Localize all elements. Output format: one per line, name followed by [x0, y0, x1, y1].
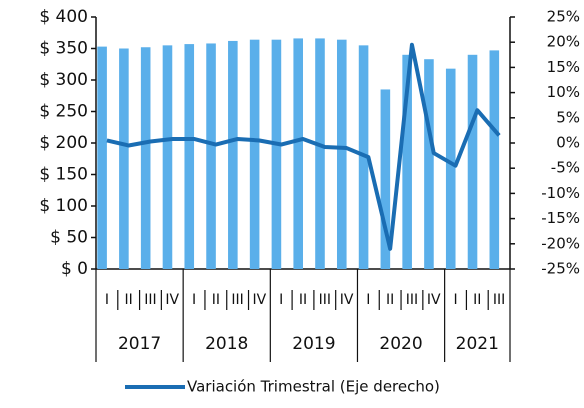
bar	[445, 68, 456, 269]
y-tick-label: $ 50	[50, 228, 88, 248]
x-tick-label: I	[366, 292, 370, 308]
y2-tick-label: 15%	[547, 58, 580, 76]
group-label: 2021	[456, 334, 499, 354]
x-tick-label: I	[192, 292, 196, 308]
group-label: 2017	[118, 334, 161, 354]
bar	[162, 45, 173, 269]
bar	[380, 89, 391, 269]
x-tick-label: III	[493, 292, 505, 308]
bar	[228, 40, 238, 269]
x-tick-label: IV	[427, 292, 441, 308]
y2-tick-label: 10%	[547, 83, 580, 101]
y2-tick-label: -20%	[541, 234, 580, 252]
y-tick-label: $ 100	[39, 196, 88, 216]
y-tick-label: $ 150	[39, 165, 88, 185]
bar	[489, 50, 500, 269]
x-tick-label: II	[212, 292, 220, 308]
legend-label: Variación Trimestral (Eje derecho)	[187, 378, 440, 396]
x-tick-label: II	[125, 292, 133, 308]
y2-tick-label: -5%	[551, 159, 580, 177]
x-tick-label: IV	[253, 292, 267, 308]
x-tick-label: II	[299, 292, 307, 308]
bar	[206, 43, 216, 270]
y2-tick-label: 0%	[556, 134, 580, 152]
x-tick-label: IV	[165, 292, 179, 308]
y-tick-label: $ 350	[39, 39, 88, 59]
bar	[467, 54, 478, 269]
x-tick-label: III	[319, 292, 331, 308]
y-tick-label: $ 400	[39, 7, 88, 27]
y-tick-label: $ 200	[39, 133, 88, 153]
x-tick-label: III	[144, 292, 156, 308]
bar	[271, 39, 282, 270]
x-tick-label: I	[105, 292, 109, 308]
y2-tick-label: -10%	[541, 184, 580, 202]
line-series	[106, 42, 501, 251]
x-tick-label: III	[406, 292, 418, 308]
y-tick-label: $ 300	[39, 70, 88, 90]
y-tick-label: $ 250	[39, 102, 88, 122]
bar	[119, 48, 129, 269]
bar	[140, 47, 151, 269]
x-tick-label: II	[386, 292, 394, 308]
x-tick-label: II	[473, 292, 481, 308]
y2-tick-label: -25%	[541, 260, 580, 278]
bar	[402, 54, 412, 269]
x-tick-label: IV	[340, 292, 354, 308]
x-tick-label: I	[279, 292, 283, 308]
bar	[293, 38, 303, 269]
x-tick-label: III	[231, 292, 243, 308]
y2-tick-label: -15%	[541, 209, 580, 227]
bar	[315, 38, 325, 269]
bar	[184, 44, 195, 270]
bar	[336, 39, 347, 270]
group-label: 2019	[292, 334, 335, 354]
group-label: 2020	[379, 334, 422, 354]
y2-tick-label: 5%	[556, 108, 580, 126]
bar	[424, 59, 434, 270]
y2-tick-label: 20%	[547, 33, 580, 51]
group-label: 2018	[205, 334, 248, 354]
bar	[97, 46, 107, 269]
x-tick-label: I	[453, 292, 457, 308]
y2-tick-label: 25%	[547, 8, 580, 26]
y-tick-label: $ 0	[61, 259, 88, 279]
bar	[249, 39, 260, 270]
